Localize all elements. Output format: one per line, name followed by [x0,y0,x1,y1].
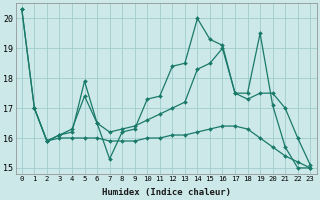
X-axis label: Humidex (Indice chaleur): Humidex (Indice chaleur) [101,188,230,197]
